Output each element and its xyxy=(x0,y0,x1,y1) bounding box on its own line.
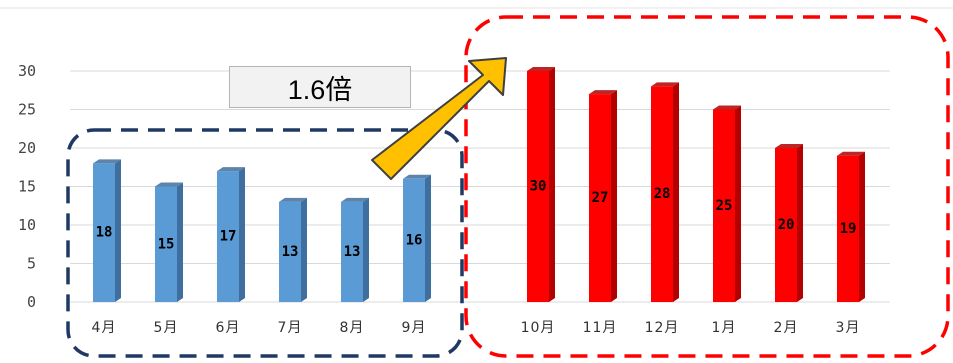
bar-side xyxy=(425,174,431,302)
bar-top xyxy=(837,151,865,156)
bar: 15 xyxy=(155,182,183,302)
bar-side xyxy=(177,182,183,302)
bar: 20 xyxy=(775,144,803,302)
bar-top xyxy=(651,82,679,87)
bar-side xyxy=(673,82,679,303)
bar-front xyxy=(589,94,611,302)
bar-front xyxy=(775,148,797,302)
bar: 17 xyxy=(217,167,245,302)
bar: 13 xyxy=(341,197,369,302)
bar-top xyxy=(217,167,245,172)
gridlines xyxy=(70,70,890,303)
x-category-label: 5月 xyxy=(154,320,179,336)
bar-side xyxy=(239,167,245,302)
x-category-label: 1月 xyxy=(712,320,737,336)
bar-top xyxy=(403,174,431,179)
bar-value-label: 13 xyxy=(282,244,299,260)
bar-value-label: 15 xyxy=(158,236,175,252)
bar-top xyxy=(93,159,121,164)
first-half-box xyxy=(66,128,464,358)
x-category-label: 10月 xyxy=(521,320,556,336)
bar-value-label: 30 xyxy=(530,179,547,195)
bar-front xyxy=(713,109,735,302)
bar-top xyxy=(155,182,183,187)
bar-value-label: 28 xyxy=(654,186,671,202)
bar-side xyxy=(797,144,803,302)
bar-value-label: 20 xyxy=(778,217,795,233)
bar-value-label: 19 xyxy=(840,221,857,237)
y-tick-label: 15 xyxy=(18,178,36,196)
bar-value-label: 25 xyxy=(716,198,733,214)
bar-value-label: 17 xyxy=(220,229,237,245)
bar-front xyxy=(217,171,239,302)
bar: 18 xyxy=(93,159,121,302)
ratio-label: 1.6倍 xyxy=(287,74,353,105)
bar-value-label: 13 xyxy=(344,244,361,260)
bar: 13 xyxy=(279,197,307,302)
bar-value-label: 16 xyxy=(406,232,423,248)
bar-front xyxy=(527,71,549,302)
growth-arrow-icon xyxy=(371,57,507,180)
bar-side xyxy=(115,159,121,302)
bar-front xyxy=(651,86,673,303)
bar-front xyxy=(93,163,115,302)
bar-side xyxy=(549,67,555,302)
bar: 25 xyxy=(713,105,741,302)
bar-side xyxy=(735,105,741,302)
bar-front xyxy=(279,201,301,302)
bar: 27 xyxy=(589,90,617,302)
bars: 18 15 17 13 13 16 30 27 28 25 20 19 xyxy=(93,67,865,303)
bar-front xyxy=(403,178,425,302)
bar-top xyxy=(713,105,741,110)
bar-side xyxy=(611,90,617,302)
x-category-label: 6月 xyxy=(216,320,241,336)
bar-top xyxy=(279,197,307,202)
y-axis-ticks: 0 5 10 15 20 25 30 xyxy=(18,62,36,311)
bar: 19 xyxy=(837,151,865,302)
x-category-label: 8月 xyxy=(340,320,365,336)
y-tick-label: 5 xyxy=(27,255,36,273)
ratio-callout: 1.6倍 xyxy=(229,66,411,108)
bar-side xyxy=(859,151,865,302)
bar-side xyxy=(301,197,307,302)
y-tick-label: 10 xyxy=(18,216,36,234)
group-boxes xyxy=(66,15,950,358)
y-tick-label: 20 xyxy=(18,139,36,157)
x-category-label: 9月 xyxy=(402,320,427,336)
bar-front xyxy=(155,186,177,302)
bar-side xyxy=(363,197,369,302)
x-category-label: 7月 xyxy=(278,320,303,336)
bar: 30 xyxy=(527,67,555,302)
bar: 28 xyxy=(651,82,679,303)
bar-top xyxy=(589,90,617,95)
y-tick-label: 30 xyxy=(18,62,36,80)
bar-front xyxy=(837,155,859,302)
x-category-label: 11月 xyxy=(583,320,618,336)
y-tick-label: 0 xyxy=(27,293,36,311)
x-axis-categories: 4月 5月 6月 7月 8月 9月 10月 11月 12月 1月 2月 3月 xyxy=(92,320,861,336)
y-tick-label: 25 xyxy=(18,101,36,119)
bar: 16 xyxy=(403,174,431,302)
bar-top xyxy=(775,144,803,148)
bar-top xyxy=(341,197,369,202)
second-half-box xyxy=(464,15,950,358)
x-category-label: 12月 xyxy=(645,320,680,336)
bar-value-label: 27 xyxy=(592,190,609,206)
bar-top xyxy=(527,67,555,71)
bar-value-label: 18 xyxy=(96,225,113,241)
x-category-label: 2月 xyxy=(774,320,799,336)
bar-front xyxy=(341,201,363,302)
x-category-label: 3月 xyxy=(836,320,861,336)
x-category-label: 4月 xyxy=(92,320,117,336)
